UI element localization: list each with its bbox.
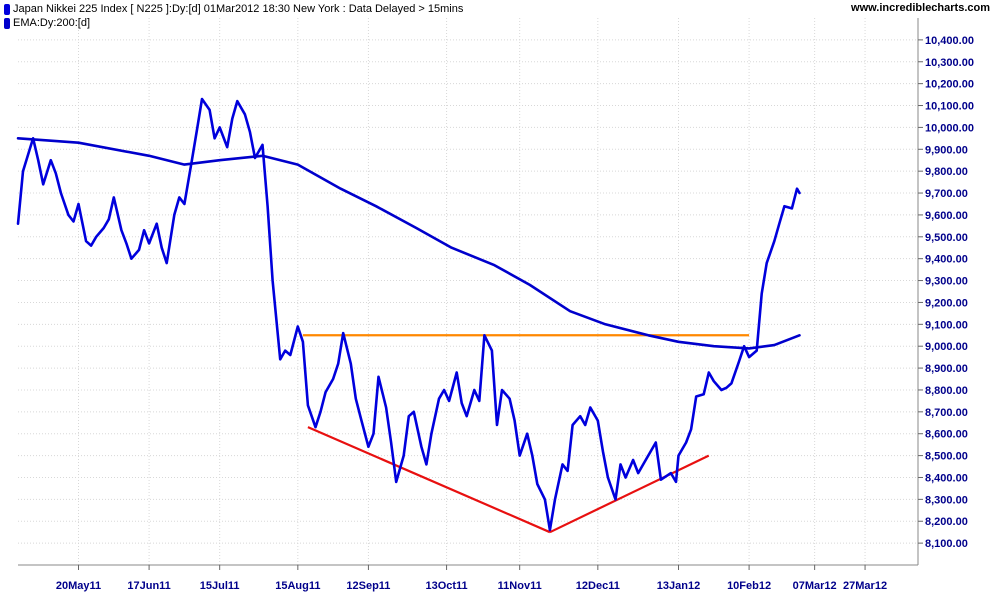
x-tick-label: 20May11 [56, 580, 101, 592]
x-tick-label: 11Nov11 [498, 580, 542, 592]
x-axis-ticks: 20May11 17Jun11 15Jul11 15Aug11 12Sep11 13Oct… [56, 565, 887, 592]
y-tick-label: 9,000.00 [925, 341, 968, 353]
y-axis-ticks: 8,100.00 8,200.00 8,300.00 8,400.00 8,500.00… [918, 35, 974, 550]
y-tick-label: 9,100.00 [925, 319, 968, 331]
y-tick-label: 9,200.00 [925, 297, 968, 309]
x-tick-label: 17Jun11 [127, 580, 170, 592]
y-tick-label: 9,300.00 [925, 276, 968, 288]
x-tick-label: 10Feb12 [727, 580, 771, 592]
x-tick-label: 27Mar12 [843, 580, 887, 592]
x-tick-label: 15Aug11 [275, 580, 320, 592]
y-tick-label: 9,400.00 [925, 254, 968, 266]
y-tick-label: 8,700.00 [925, 407, 968, 419]
legend-ema-label: EMA:Dy:200:[d] [13, 17, 91, 29]
legend-ema-swatch [4, 17, 10, 29]
trend-line [549, 454, 710, 534]
y-tick-label: 8,100.00 [925, 538, 968, 550]
y-tick-label: 8,800.00 [925, 385, 968, 397]
y-tick-label: 10,400.00 [925, 35, 974, 47]
y-tick-label: 8,900.00 [925, 363, 968, 375]
x-tick-label: 13Jan12 [657, 580, 700, 592]
y-tick-label: 8,300.00 [925, 494, 968, 506]
y-tick-label: 9,500.00 [925, 232, 968, 244]
x-tick-label: 12Dec11 [576, 580, 620, 592]
y-tick-label: 8,200.00 [925, 516, 968, 528]
x-tick-label: 12Sep11 [346, 580, 390, 592]
y-tick-label: 10,200.00 [925, 79, 974, 91]
series-ema-line [16, 137, 801, 350]
y-tick-label: 10,100.00 [925, 101, 974, 113]
legend-main-label: Japan Nikkei 225 Index [ N225 ]:Dy:[d] 0… [13, 3, 464, 15]
brand-url[interactable]: www.incrediblecharts.com [851, 2, 990, 14]
y-tick-label: 9,600.00 [925, 210, 968, 222]
series-lines [16, 97, 801, 532]
plot-frame [18, 18, 919, 566]
annotations [302, 334, 750, 534]
y-tick-label: 8,600.00 [925, 429, 968, 441]
y-tick-label: 8,400.00 [925, 472, 968, 484]
x-tick-label: 15Jul11 [200, 580, 240, 592]
legend-main: Japan Nikkei 225 Index [ N225 ]:Dy:[d] 0… [4, 2, 463, 16]
y-tick-label: 8,500.00 [925, 451, 968, 463]
x-tick-label: 13Oct11 [425, 580, 467, 592]
y-tick-label: 10,300.00 [925, 57, 974, 69]
x-tick-label: 07Mar12 [793, 580, 837, 592]
grid [18, 18, 918, 565]
legend-ema: EMA:Dy:200:[d] [4, 16, 90, 30]
y-tick-label: 9,900.00 [925, 144, 968, 156]
y-tick-label: 9,800.00 [925, 166, 968, 178]
y-tick-label: 9,700.00 [925, 188, 968, 200]
legend-main-swatch [4, 3, 10, 15]
series-price-line [16, 97, 801, 532]
trend-line [307, 426, 551, 534]
y-tick-label: 10,000.00 [925, 122, 974, 134]
